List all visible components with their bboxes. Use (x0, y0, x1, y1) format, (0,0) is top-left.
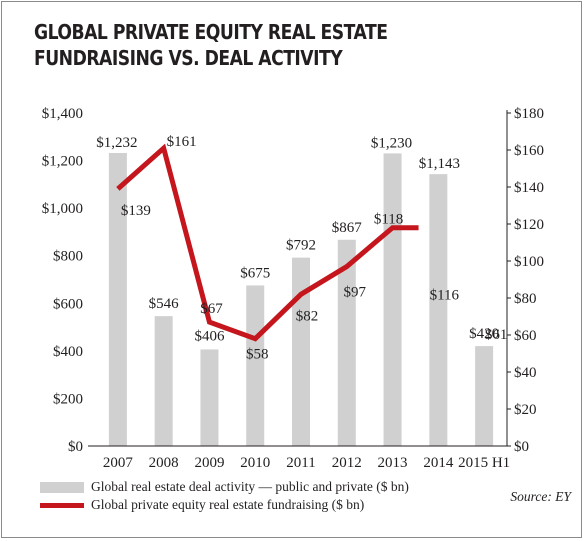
bar-2011 (292, 257, 310, 446)
x-tick-label: 2013 (378, 455, 408, 471)
chart-title: GLOBAL PRIVATE EQUITY REAL ESTATE FUNDRA… (34, 19, 388, 71)
left-y-tick-label: $800 (53, 249, 83, 265)
legend-swatch-bar (40, 481, 84, 493)
bar-2014 (429, 174, 448, 447)
left-y-tick-label: $600 (53, 296, 83, 312)
x-tick-label: 2009 (194, 455, 224, 471)
chart-title-line-2: FUNDRAISING VS. DEAL ACTIVITY (34, 46, 343, 70)
line-value-label: $118 (374, 212, 403, 228)
line-value-labels: $139 $161 $67 $58 $82 $97 $118 $116 $61 (121, 134, 507, 363)
left-y-tick-label: $0 (68, 439, 83, 455)
bar-value-label: $792 (286, 238, 316, 254)
legend-item-fundraising: Global private equity real estate fundra… (40, 496, 409, 514)
x-tick-label: 2014 (423, 455, 454, 471)
x-tick-label: 2012 (332, 455, 362, 471)
line-value-label: $161 (167, 134, 197, 150)
left-y-tick-label: $400 (53, 344, 83, 360)
line-value-label: $82 (296, 308, 319, 324)
bar-2013 (383, 153, 402, 446)
line-value-label: $139 (121, 203, 151, 219)
left-y-tick-label: $1,400 (42, 106, 83, 122)
line-series (116, 143, 419, 342)
x-tick-label: 2008 (149, 455, 179, 471)
legend-label-deal-activity: Global real estate deal activity — publi… (91, 479, 409, 494)
source-note: Source: EY (510, 489, 571, 504)
bar-value-label: $867 (332, 220, 363, 236)
bar-value-label: $1,143 (419, 156, 460, 172)
x-tick-label: 2011 (286, 455, 315, 471)
bar-value-label: $406 (194, 328, 225, 344)
x-tick-label: 2007 (103, 455, 134, 471)
bar-value-label: $420 (469, 326, 499, 342)
right-y-tick-label: $160 (514, 143, 544, 159)
right-y-tick-label: $60 (514, 328, 537, 344)
bar-value-label: $675 (240, 265, 270, 281)
bar-2009 (200, 349, 219, 446)
right-y-tick-label: $180 (514, 106, 544, 122)
bar-2007 (108, 152, 127, 446)
bar-value-labels: $1,232 $546 $406 $675 $792 $867 $1,230 $1,143 $4… (96, 135, 499, 344)
legend: Global real estate deal activity — publi… (40, 478, 409, 514)
x-tick-label: 2010 (240, 455, 270, 471)
line-value-label: $58 (246, 347, 269, 363)
chart-title-line-1: GLOBAL PRIVATE EQUITY REAL ESTATE (34, 20, 388, 44)
left-y-tick-label: $1,000 (42, 201, 83, 217)
x-tick-label: 2015 H1 (458, 455, 510, 471)
right-y-tick-label: $20 (514, 402, 537, 418)
bar-2010 (246, 285, 265, 446)
right-y-tick-label: $140 (514, 180, 544, 196)
right-y-tick-label: $0 (514, 439, 529, 455)
bar-2008 (154, 316, 173, 446)
bar-value-label: $1,230 (371, 135, 412, 151)
bar-2015-H1 (475, 346, 494, 446)
line-value-label: $67 (200, 301, 223, 317)
axes: $0 $200 $400 $600 $800 $1,000 $1,200 $1,400 $0 $2… (42, 106, 544, 471)
legend-label-fundraising: Global private equity real estate fundra… (91, 497, 365, 512)
legend-item-deal-activity: Global real estate deal activity — publi… (40, 478, 409, 496)
right-y-tick-label: $40 (514, 365, 537, 381)
line-value-label: $97 (344, 285, 367, 301)
bar-2012 (337, 239, 356, 446)
bar-value-label: $1,232 (96, 135, 137, 151)
left-y-tick-label: $1,200 (42, 154, 83, 170)
right-y-tick-label: $120 (514, 217, 544, 233)
fundraising-line (116, 143, 419, 342)
right-y-tick-label: $100 (514, 254, 544, 270)
left-y-tick-label: $200 (53, 391, 83, 407)
legend-swatch-line (40, 502, 84, 508)
bar-value-label: $546 (149, 296, 180, 312)
line-value-label: $61 (485, 327, 508, 343)
right-y-tick-label: $80 (514, 291, 537, 307)
line-value-label: $116 (430, 287, 460, 303)
